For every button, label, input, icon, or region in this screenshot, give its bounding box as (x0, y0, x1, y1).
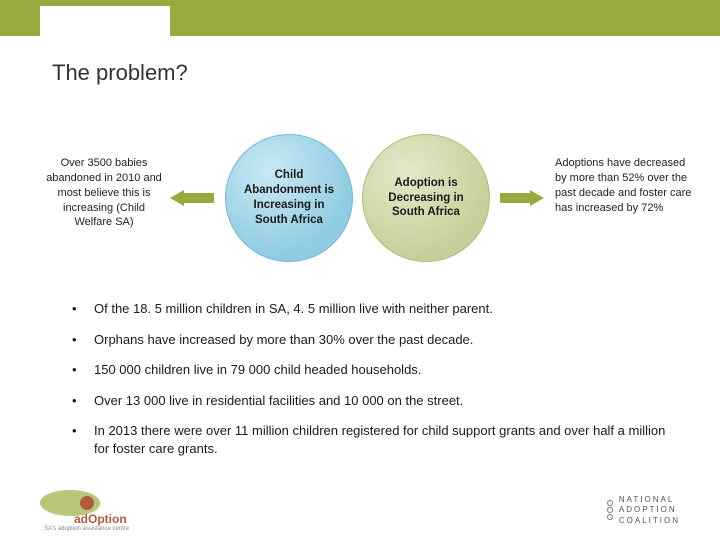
arrow-right-body (500, 193, 530, 203)
bullet-list: Of the 18. 5 million children in SA, 4. … (72, 300, 672, 470)
logo-blob-icon (40, 490, 100, 516)
circle-abandonment: Child Abandonment is Increasing in South… (225, 134, 353, 262)
list-item: 150 000 children live in 79 000 child he… (72, 361, 672, 379)
footer-logo-coalition: NATIONAL ADOPTION COALITION (605, 495, 680, 526)
problem-diagram: Over 3500 babies abandoned in 2010 and m… (0, 128, 720, 268)
circle-adoption: Adoption is Decreasing in South Africa (362, 134, 490, 262)
logo-right-line3: COALITION (619, 516, 680, 525)
list-item: In 2013 there were over 11 million child… (72, 422, 672, 457)
list-item: Of the 18. 5 million children in SA, 4. … (72, 300, 672, 318)
logo-right-line2: ADOPTION (619, 505, 677, 514)
right-caption: Adoptions have decreased by more than 52… (555, 156, 695, 215)
logo-left-sub: SA's adoption assistance centre (44, 526, 160, 532)
list-item: Orphans have increased by more than 30% … (72, 331, 672, 349)
header-white-block (40, 6, 170, 36)
header-accent-bar (0, 0, 720, 36)
coalition-dots-icon (605, 499, 615, 521)
page-title: The problem? (52, 60, 188, 86)
left-caption: Over 3500 babies abandoned in 2010 and m… (44, 156, 164, 230)
arrow-right-icon (530, 190, 544, 206)
list-item: Over 13 000 live in residential faciliti… (72, 392, 672, 410)
logo-right-line1: NATIONAL (619, 495, 674, 504)
arrow-left-body (184, 193, 214, 203)
arrow-left-icon (170, 190, 184, 206)
footer-logo-adoption: adOption SA's adoption assistance centre (40, 490, 160, 530)
